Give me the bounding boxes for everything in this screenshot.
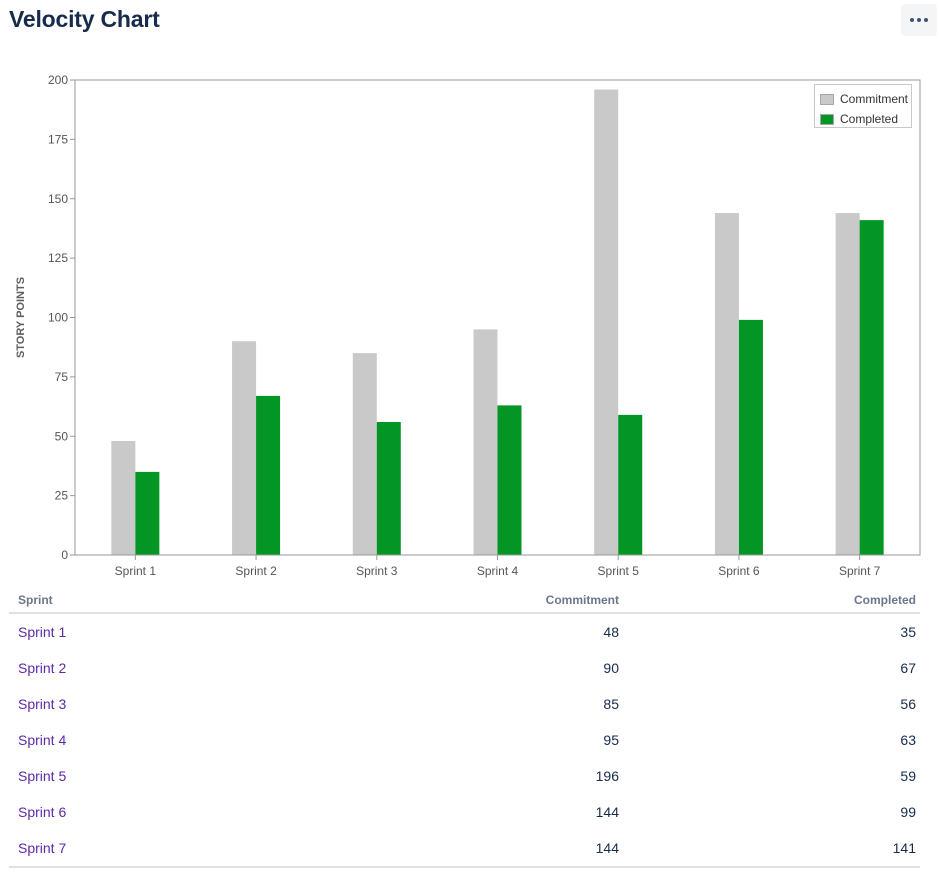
legend-label-completed: Completed bbox=[840, 112, 899, 126]
bar-commitment bbox=[835, 213, 860, 555]
y-tick-label: 75 bbox=[55, 370, 69, 384]
bar-completed bbox=[738, 319, 763, 555]
x-tick-label: Sprint 4 bbox=[477, 564, 519, 578]
sprint-link[interactable]: Sprint 7 bbox=[18, 840, 67, 856]
velocity-table: Sprint Commitment Completed Sprint 1 48 … bbox=[9, 588, 920, 868]
commitment-cell: 95 bbox=[603, 732, 619, 748]
sprint-link[interactable]: Sprint 6 bbox=[18, 804, 67, 820]
x-tick-label: Sprint 6 bbox=[718, 564, 760, 578]
commitment-cell: 144 bbox=[595, 804, 619, 820]
table-row: Sprint 7 144 141 bbox=[9, 830, 920, 868]
legend-item-completed[interactable]: Completed bbox=[820, 109, 911, 129]
bar-commitment bbox=[594, 89, 619, 555]
bar-commitment bbox=[111, 441, 136, 555]
x-tick-label: Sprint 7 bbox=[839, 564, 881, 578]
y-tick-label: 150 bbox=[48, 192, 68, 206]
completed-cell: 35 bbox=[900, 624, 916, 640]
x-tick-label: Sprint 2 bbox=[235, 564, 277, 578]
header-sprint: Sprint bbox=[18, 593, 53, 607]
bar-commitment bbox=[352, 353, 377, 555]
table-row: Sprint 6 144 99 bbox=[9, 794, 920, 830]
bar-completed bbox=[376, 422, 401, 555]
chart-legend: Commitment Completed bbox=[814, 84, 912, 128]
bar-completed bbox=[256, 395, 281, 555]
more-horizontal-icon bbox=[910, 18, 928, 22]
completed-cell: 141 bbox=[892, 840, 916, 856]
y-tick-label: 50 bbox=[55, 429, 69, 443]
commitment-cell: 144 bbox=[595, 840, 619, 856]
sprint-link[interactable]: Sprint 2 bbox=[18, 660, 67, 676]
y-tick-label: 125 bbox=[48, 251, 68, 265]
sprint-link[interactable]: Sprint 5 bbox=[18, 768, 67, 784]
header-commitment: Commitment bbox=[545, 593, 619, 607]
velocity-chart: 0 25 50 75 100 125 150 175 200 STORY POINTS Sprint… bbox=[0, 60, 940, 590]
sprint-link[interactable]: Sprint 4 bbox=[18, 732, 67, 748]
bar-commitment bbox=[714, 213, 739, 555]
sprint-link[interactable]: Sprint 1 bbox=[18, 624, 67, 640]
completed-cell: 56 bbox=[900, 696, 916, 712]
table-header: Sprint Commitment Completed bbox=[9, 588, 920, 614]
bar-completed bbox=[618, 414, 643, 555]
table-row: Sprint 3 85 56 bbox=[9, 686, 920, 722]
table-row: Sprint 2 90 67 bbox=[9, 650, 920, 686]
sprint-link[interactable]: Sprint 3 bbox=[18, 696, 67, 712]
page-title: Velocity Chart bbox=[9, 6, 160, 32]
y-tick-label: 175 bbox=[48, 132, 68, 146]
completed-cell: 63 bbox=[900, 732, 916, 748]
x-tick-label: Sprint 3 bbox=[356, 564, 398, 578]
x-tick-label: Sprint 1 bbox=[115, 564, 157, 578]
completed-cell: 67 bbox=[900, 660, 916, 676]
more-actions-button[interactable] bbox=[901, 4, 937, 36]
commitment-cell: 85 bbox=[603, 696, 619, 712]
bar-completed bbox=[135, 471, 160, 555]
y-tick-label: 200 bbox=[48, 73, 68, 87]
commitment-cell: 196 bbox=[595, 768, 619, 784]
commitment-cell: 48 bbox=[603, 624, 619, 640]
chart-canvas: 0 25 50 75 100 125 150 175 200 STORY POINTS Sprint… bbox=[15, 73, 921, 578]
legend-swatch-completed bbox=[820, 113, 834, 125]
bar-commitment bbox=[473, 329, 498, 555]
table-row: Sprint 1 48 35 bbox=[9, 614, 920, 650]
y-axis-label: STORY POINTS bbox=[15, 277, 27, 358]
bar-completed bbox=[497, 405, 522, 555]
commitment-cell: 90 bbox=[603, 660, 619, 676]
y-tick-label: 100 bbox=[48, 311, 68, 325]
bar-completed bbox=[859, 220, 884, 555]
header-completed: Completed bbox=[853, 593, 916, 607]
y-tick-label: 25 bbox=[55, 489, 69, 503]
legend-item-commitment[interactable]: Commitment bbox=[820, 89, 911, 109]
completed-cell: 59 bbox=[900, 768, 916, 784]
legend-label-commitment: Commitment bbox=[840, 92, 909, 106]
bar-commitment bbox=[232, 341, 257, 555]
completed-cell: 99 bbox=[900, 804, 916, 820]
x-tick-label: Sprint 5 bbox=[598, 564, 640, 578]
y-tick-label: 0 bbox=[61, 548, 68, 562]
legend-swatch-commitment bbox=[820, 93, 834, 105]
table-row: Sprint 5 196 59 bbox=[9, 758, 920, 794]
table-row: Sprint 4 95 63 bbox=[9, 722, 920, 758]
